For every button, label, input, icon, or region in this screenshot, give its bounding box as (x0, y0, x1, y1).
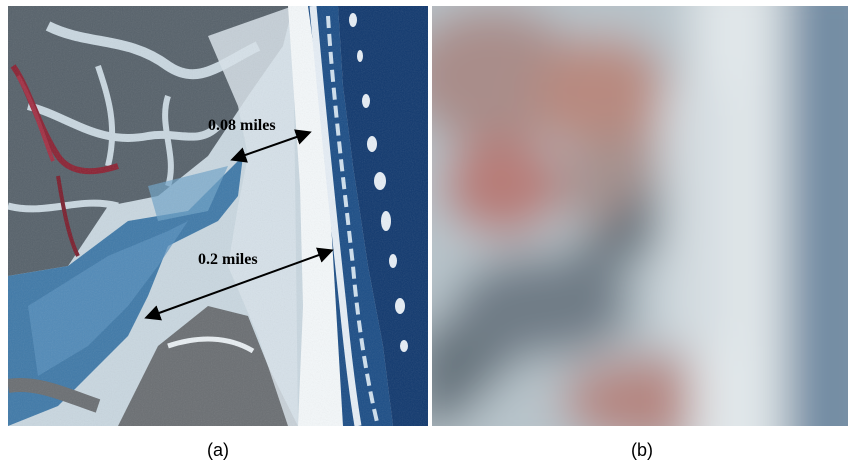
distance-label-upper: 0.08 miles (208, 117, 276, 134)
satellite-image-sharp: 0.08 miles 0.2 miles (8, 6, 428, 426)
satellite-image-sharp-svg: 0.08 miles 0.2 miles (8, 6, 428, 426)
satellite-image-blurred-svg (432, 6, 848, 426)
distance-arrow-upper (230, 129, 312, 163)
caption-panel-a: (a) (207, 440, 229, 460)
distance-label-lower: 0.2 miles (198, 251, 258, 268)
satellite-image-blurred (432, 6, 848, 426)
distance-arrow-lower (144, 247, 334, 321)
caption-panel-b: (b) (631, 440, 653, 460)
